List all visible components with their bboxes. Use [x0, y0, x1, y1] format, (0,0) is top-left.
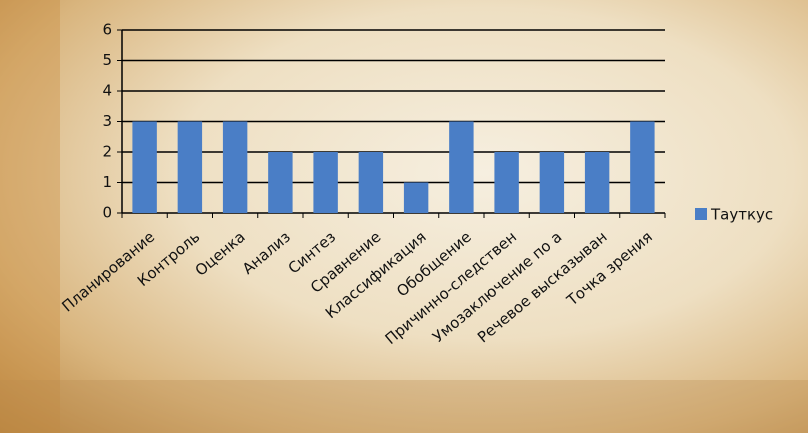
bar: [268, 152, 293, 213]
bar: [222, 121, 248, 213]
legend-label: Тауткус: [710, 206, 773, 224]
bar: [132, 121, 157, 213]
y-tick-label: 4: [102, 82, 112, 100]
y-tick-label: 2: [102, 143, 112, 161]
background-leaves: [0, 0, 60, 433]
bar: [584, 152, 610, 213]
y-tick-label: 0: [102, 204, 112, 222]
y-tick-label: 1: [102, 173, 112, 191]
x-tick-label: Анализ: [239, 228, 294, 278]
bar: [313, 152, 338, 213]
bar: [449, 121, 474, 213]
bar: [403, 182, 429, 213]
bar: [494, 152, 519, 213]
bar: [177, 121, 203, 213]
y-tick-label: 5: [102, 51, 112, 69]
y-tick-label: 3: [102, 112, 112, 130]
legend-swatch: [695, 208, 707, 220]
y-tick-label: 6: [102, 21, 112, 39]
x-tick-label: Оценка: [192, 228, 249, 280]
bar: [539, 152, 565, 213]
bar: [358, 152, 384, 213]
background-leaves: [0, 380, 808, 433]
bar: [630, 121, 655, 213]
